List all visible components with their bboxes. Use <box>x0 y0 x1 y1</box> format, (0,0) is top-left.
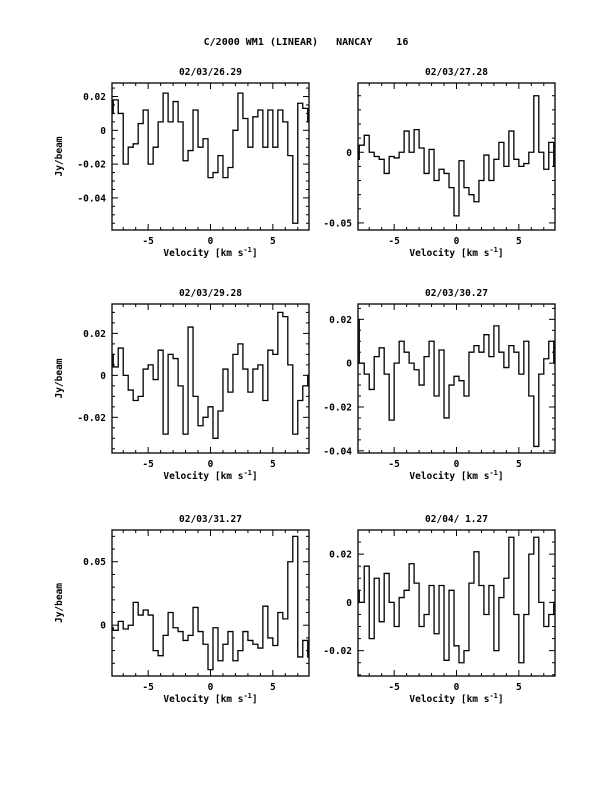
x-tick-label: 0 <box>454 459 460 470</box>
x-tick-label: -5 <box>142 236 154 247</box>
x-tick-label: 0 <box>208 682 214 693</box>
x-axis-label-exponent: -1 <box>243 692 251 700</box>
y-tick-label: 0 <box>100 371 106 382</box>
x-tick-label: -5 <box>388 236 400 247</box>
spectrum-trace <box>112 92 309 224</box>
y-tick-label: 0.02 <box>329 550 352 561</box>
spectrum-trace <box>358 95 555 217</box>
x-tick-label: 5 <box>270 682 276 693</box>
plot-frame <box>357 303 556 454</box>
panel-6: 02/04/ 1.27 -5 0 5 0.02 0 -0.02 Velocity [km s-… <box>323 514 556 705</box>
x-tick-label: -5 <box>388 459 400 470</box>
x-axis-label-text: Velocity [km s <box>409 471 489 482</box>
y-tick-label: -0.02 <box>77 413 106 424</box>
x-axis-label: Velocity [km s-1] <box>409 246 503 259</box>
x-axis-label-text: Velocity [km s <box>409 694 489 705</box>
x-axis-label: Velocity [km s-1] <box>163 469 257 482</box>
y-tick-label: -0.02 <box>323 646 352 657</box>
x-axis-label: Velocity [km s-1] <box>163 246 257 259</box>
x-axis-label-text: Velocity [km s <box>163 471 243 482</box>
spectrum-trace <box>112 311 309 439</box>
panel-1: 02/03/26.29 -5 0 5 0.02 0 -0.02 -0.04 Velocity [… <box>54 67 310 259</box>
panel-title: 02/03/27.28 <box>425 67 488 78</box>
spectrum-trace <box>112 535 309 671</box>
x-axis-label-close: ] <box>498 471 504 482</box>
y-tick-label: 0.02 <box>83 92 106 103</box>
x-tick-label: -5 <box>142 682 154 693</box>
x-tick-label: -5 <box>142 459 154 470</box>
x-axis-label-close: ] <box>498 248 504 259</box>
plot-frame <box>111 529 310 677</box>
y-axis-label: Jy/beam <box>54 358 65 398</box>
y-tick-label: 0 <box>346 598 352 609</box>
y-tick-label: -0.05 <box>323 218 352 229</box>
y-tick-label: -0.02 <box>323 402 352 413</box>
plot-frame <box>111 82 310 231</box>
x-tick-label: 0 <box>208 459 214 470</box>
y-tick-label: 0 <box>100 126 106 137</box>
panel-title: 02/03/31.27 <box>179 514 242 525</box>
x-tick-label: 0 <box>208 236 214 247</box>
panel-title: 02/03/26.29 <box>179 67 242 78</box>
x-tick-label: 5 <box>516 459 522 470</box>
x-tick-label: 0 <box>454 236 460 247</box>
x-axis-label-close: ] <box>252 248 258 259</box>
panel-title: 02/04/ 1.27 <box>425 514 488 525</box>
y-tick-label: 0 <box>100 621 106 632</box>
y-axis-label: Jy/beam <box>54 583 65 623</box>
y-tick-label: 0 <box>346 148 352 159</box>
plot-frame <box>357 82 556 231</box>
plot-frame <box>111 303 310 454</box>
y-tick-label: -0.04 <box>323 446 352 457</box>
y-tick-label: -0.04 <box>77 193 106 204</box>
x-tick-label: 5 <box>270 236 276 247</box>
x-axis-label-exponent: -1 <box>243 469 251 477</box>
figure-title: C/2000 WM1 (LINEAR) NANCAY 16 <box>203 37 409 48</box>
x-axis-label-text: Velocity [km s <box>163 694 243 705</box>
panel-2: 02/03/27.28 -5 0 5 0 -0.05 Velocity [km s-1] <box>323 67 556 259</box>
panel-title: 02/03/29.28 <box>179 288 242 299</box>
x-tick-label: 5 <box>516 682 522 693</box>
x-tick-label: 0 <box>454 682 460 693</box>
x-axis-label-close: ] <box>252 694 258 705</box>
x-tick-label: -5 <box>388 682 400 693</box>
x-tick-label: 5 <box>270 459 276 470</box>
y-tick-label: 0.02 <box>329 315 352 326</box>
y-tick-label: 0 <box>346 359 352 370</box>
panel-3: 02/03/29.28 -5 0 5 0.02 0 -0.02 Velocity [km s-… <box>54 288 310 482</box>
y-axis-label: Jy/beam <box>54 136 65 176</box>
y-tick-label: 0.05 <box>83 557 106 568</box>
x-axis-label-exponent: -1 <box>243 246 251 254</box>
plot-frame <box>357 529 556 677</box>
x-axis-label-exponent: -1 <box>489 469 497 477</box>
spectrum-trace <box>358 318 555 448</box>
x-tick-label: 5 <box>516 236 522 247</box>
x-axis-label: Velocity [km s-1] <box>409 469 503 482</box>
x-axis-label-exponent: -1 <box>489 246 497 254</box>
x-axis-label-exponent: -1 <box>489 692 497 700</box>
x-axis-label: Velocity [km s-1] <box>163 692 257 705</box>
spectrum-trace <box>358 536 555 664</box>
panel-4: 02/03/30.27 -5 0 5 0.02 0 -0.02 -0.04 Velocity [… <box>323 288 556 482</box>
x-axis-label-text: Velocity [km s <box>409 248 489 259</box>
y-tick-label: -0.02 <box>77 160 106 171</box>
panel-title: 02/03/30.27 <box>425 288 488 299</box>
y-tick-label: 0.02 <box>83 329 106 340</box>
x-axis-label-text: Velocity [km s <box>163 248 243 259</box>
x-axis-label-close: ] <box>498 694 504 705</box>
x-axis-label-close: ] <box>252 471 258 482</box>
x-axis-label: Velocity [km s-1] <box>409 692 503 705</box>
